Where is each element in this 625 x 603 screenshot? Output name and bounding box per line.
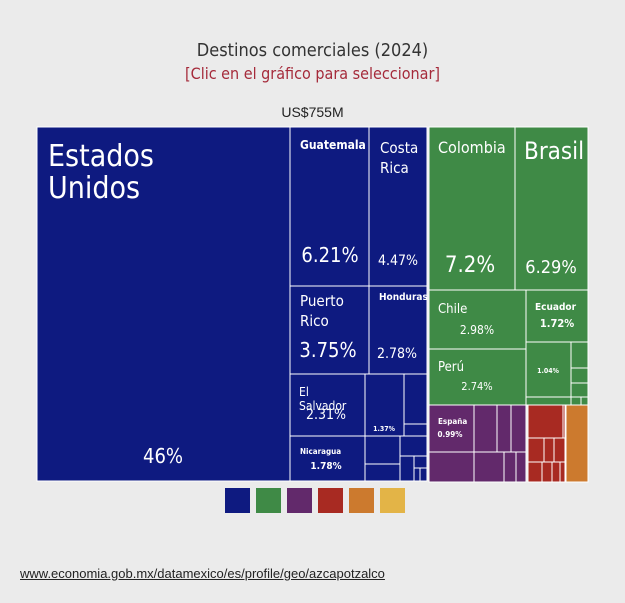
tile-asia-26[interactable] xyxy=(553,437,566,463)
tile-chile-value: 2.98% xyxy=(460,323,494,337)
tile-america_norte-3[interactable] xyxy=(364,463,401,482)
tile-ecuador-name: Ecuador xyxy=(535,302,577,313)
tile-america_norte-8[interactable] xyxy=(419,467,428,482)
tile-unlabeled-6-value: 1.37% xyxy=(373,425,396,433)
tile-honduras-name: Honduras xyxy=(379,292,428,303)
tile-el-salvador[interactable] xyxy=(289,373,366,437)
tile-america_sur-11[interactable] xyxy=(570,382,589,398)
tile-asia-25[interactable] xyxy=(543,437,555,463)
tile-espana-value: 0.99% xyxy=(438,430,463,439)
tile-america_norte-5[interactable] xyxy=(399,455,415,482)
tile-america_sur-14[interactable] xyxy=(580,396,589,406)
tile-europa-17[interactable] xyxy=(510,404,527,453)
tile-colombia-value: 7.2% xyxy=(445,253,495,278)
tile-estados-unidos-value: 46% xyxy=(143,444,183,468)
tile-honduras[interactable] xyxy=(368,285,428,375)
tile-europa-16[interactable] xyxy=(496,404,512,453)
legend-oceania[interactable] xyxy=(380,488,405,513)
tile-costa-rica-name: Costa xyxy=(380,139,418,157)
tile-brasil-value: 6.29% xyxy=(525,257,576,278)
tile-asia-29[interactable] xyxy=(551,461,561,483)
tile-chile-name: Chile xyxy=(438,302,467,317)
tile-america_norte-2[interactable] xyxy=(364,435,401,465)
tile-colombia-name: Colombia xyxy=(438,138,506,157)
tile-peru[interactable] xyxy=(428,348,527,406)
tile-puerto-rico-name: Rico xyxy=(300,312,329,330)
tile-costa-rica-name: Rica xyxy=(380,159,409,177)
tile-asia-28[interactable] xyxy=(541,461,553,483)
tile-america_norte-1[interactable] xyxy=(403,423,428,437)
legend-america-sur[interactable] xyxy=(256,488,281,513)
legend-asia[interactable] xyxy=(318,488,343,513)
tile-espana[interactable] xyxy=(428,404,475,453)
tile-nicaragua-value: 1.78% xyxy=(310,461,341,472)
legend-europa[interactable] xyxy=(287,488,312,513)
tile-guatemala-value: 6.21% xyxy=(301,243,358,267)
tile-colombia[interactable] xyxy=(428,126,516,291)
tile-asia-24[interactable] xyxy=(527,437,545,463)
tile-europa-19[interactable] xyxy=(473,451,505,483)
tile-nicaragua-name: Nicaragua xyxy=(300,447,341,456)
tile-america_norte-0[interactable] xyxy=(403,373,428,425)
tile-america_norte-4[interactable] xyxy=(399,435,428,457)
tile-puerto-rico-name: Puerto xyxy=(300,292,344,310)
tile-ecuador-value: 1.72% xyxy=(540,317,574,330)
tile-asia-22[interactable] xyxy=(527,404,564,439)
tile-europa-18[interactable] xyxy=(428,451,475,483)
tile-nicaragua[interactable] xyxy=(289,435,366,482)
tile-guatemala-name: Guatemala xyxy=(300,138,366,152)
tile-espana-name: España xyxy=(438,417,467,426)
tile-estados-unidos[interactable] xyxy=(36,126,291,482)
tile-costa-rica[interactable] xyxy=(368,126,428,287)
tile-puerto-rico-value: 3.75% xyxy=(299,338,356,362)
tile-america_norte-6[interactable] xyxy=(413,455,428,469)
tile-america_norte-7[interactable] xyxy=(413,467,421,482)
tile-unlabeled-6[interactable] xyxy=(364,373,405,437)
tile-el-salvador-name: El xyxy=(299,385,309,399)
tile-el-salvador-value: 2.31% xyxy=(306,407,346,423)
tile-brasil-name: Brasil xyxy=(524,137,584,165)
tile-ecuador[interactable] xyxy=(525,289,589,343)
tile-unlabeled-13-value: 1.04% xyxy=(537,367,560,375)
tile-estados-unidos-name: Estados xyxy=(48,139,154,174)
tile-asia-30[interactable] xyxy=(559,461,566,483)
legend-africa[interactable] xyxy=(349,488,374,513)
tile-asia-23[interactable] xyxy=(562,404,566,439)
tile-asia-27[interactable] xyxy=(527,461,543,483)
legend xyxy=(225,488,405,513)
tile-brasil[interactable] xyxy=(514,126,589,291)
total-value: US$755M xyxy=(281,104,344,120)
chart-title: Destinos comerciales (2024) xyxy=(196,40,429,61)
tile-america_sur-9[interactable] xyxy=(570,341,589,369)
tile-america_sur-10[interactable] xyxy=(570,367,589,384)
source-link[interactable]: www.economia.gob.mx/datamexico/es/profil… xyxy=(20,566,385,581)
tile-america_sur-12[interactable] xyxy=(525,396,572,406)
legend-america-norte[interactable] xyxy=(225,488,250,513)
tile-europa-20[interactable] xyxy=(503,451,517,483)
tile-europa-21[interactable] xyxy=(515,451,527,483)
tile-africa-31[interactable] xyxy=(565,404,589,483)
tile-chile[interactable] xyxy=(428,289,527,350)
tile-europa-15[interactable] xyxy=(473,404,498,453)
tile-estados-unidos-name: Unidos xyxy=(48,171,140,206)
tile-peru-value: 2.74% xyxy=(461,380,492,393)
tile-costa-rica-value: 4.47% xyxy=(378,253,418,269)
chart-subtitle: [Clic en el gráfico para seleccionar] xyxy=(185,64,440,83)
tile-america_sur-13[interactable] xyxy=(570,396,582,406)
tile-peru-name: Perú xyxy=(438,360,464,375)
tile-honduras-value: 2.78% xyxy=(377,346,417,362)
tile-el-salvador-name: Salvador xyxy=(299,399,347,413)
